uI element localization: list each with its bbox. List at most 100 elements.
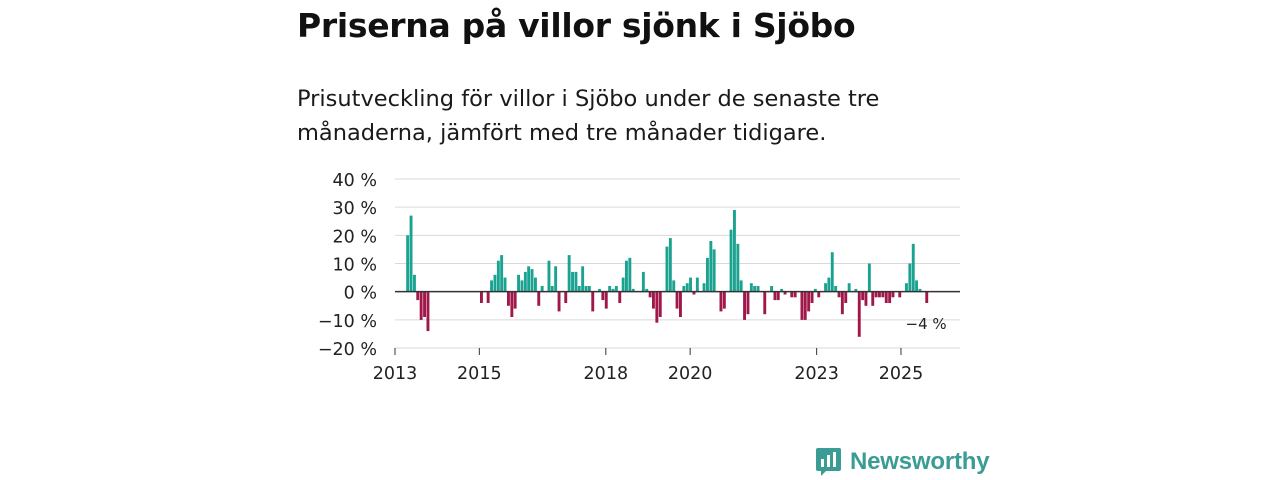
y-tick-label: 30 % (333, 199, 377, 219)
bar (604, 291, 608, 309)
bar (702, 283, 706, 292)
y-tick-label: 10 % (333, 256, 377, 276)
y-tick-label: 20 % (333, 227, 377, 247)
bar (918, 288, 922, 292)
bars (406, 210, 929, 337)
bar (672, 280, 676, 292)
bar (837, 291, 841, 298)
bar (577, 286, 581, 292)
bar (668, 238, 672, 292)
bar (692, 291, 696, 295)
bar (682, 286, 686, 292)
bar (530, 269, 534, 292)
x-tick-label: 2023 (794, 364, 839, 384)
bar (790, 291, 794, 298)
bar (840, 291, 844, 315)
bar (905, 283, 908, 292)
chart-subtitle: Prisutveckling för villor i Sjöbo under … (297, 86, 880, 146)
axes (394, 290, 960, 355)
bar (520, 280, 524, 292)
bar (915, 280, 918, 292)
bar (871, 291, 875, 306)
bar (888, 291, 892, 303)
bar (547, 260, 551, 292)
bar (827, 277, 831, 292)
bar (537, 291, 541, 306)
bar (817, 291, 821, 298)
bar (739, 280, 743, 292)
newsworthy-logo: Newsworthy (815, 446, 990, 478)
bar (800, 291, 804, 320)
x-tick-label: 2025 (879, 364, 924, 384)
bar (756, 286, 760, 292)
bar (685, 283, 689, 292)
bar (736, 243, 740, 292)
bar (733, 210, 736, 292)
bar (679, 291, 682, 317)
bar (911, 243, 915, 292)
bar (416, 291, 420, 301)
bar (426, 291, 430, 332)
bar (881, 291, 885, 298)
bar (641, 271, 645, 292)
bar (486, 291, 490, 303)
bar (631, 288, 635, 292)
bar (652, 291, 655, 309)
bar (773, 291, 777, 301)
bar (419, 291, 423, 320)
bar (480, 291, 483, 303)
bar (423, 291, 426, 317)
bar (783, 291, 787, 295)
bar (753, 286, 757, 292)
y-tick-label: −20 % (318, 340, 377, 360)
bar (861, 291, 865, 301)
bar (621, 277, 625, 292)
bar (776, 291, 780, 301)
bar (719, 291, 723, 312)
bar (749, 283, 753, 292)
bar (564, 291, 568, 303)
bar (878, 291, 881, 298)
x-tick-label: 2015 (457, 364, 502, 384)
bar (884, 291, 888, 303)
bar (658, 291, 662, 317)
x-tick-label: 2018 (584, 364, 629, 384)
bar (844, 291, 848, 303)
newsworthy-logo-text: Newsworthy (850, 448, 990, 475)
bar (780, 288, 784, 292)
bar (567, 255, 571, 292)
bar (527, 266, 531, 292)
gridlines (395, 178, 960, 349)
bar (601, 291, 605, 301)
bar (534, 277, 537, 292)
bar (554, 266, 558, 292)
bar (648, 291, 652, 298)
bar (867, 263, 871, 292)
y-tick-label: 40 % (333, 171, 377, 191)
bar (598, 288, 601, 292)
bar (763, 291, 767, 315)
bar (571, 271, 574, 292)
bar (490, 280, 493, 292)
bar (496, 260, 500, 292)
bar (513, 291, 517, 309)
bar (645, 288, 649, 292)
bar (834, 286, 838, 292)
bar (618, 291, 622, 303)
newsworthy-logo-icon (816, 448, 841, 476)
bar (614, 286, 618, 292)
bar (611, 288, 615, 292)
bar (540, 286, 544, 292)
bar (729, 229, 733, 292)
bar (409, 215, 413, 292)
bar (493, 274, 497, 292)
bar (584, 286, 588, 292)
bar (847, 283, 851, 292)
labels: 40 % 30 % 20 % 10 % 0 % −10 % −20 % 2013 2015 201… (318, 171, 947, 384)
bar (743, 291, 746, 320)
bar (709, 241, 713, 292)
bar (925, 291, 929, 303)
bar (864, 291, 868, 306)
bar (510, 291, 514, 317)
